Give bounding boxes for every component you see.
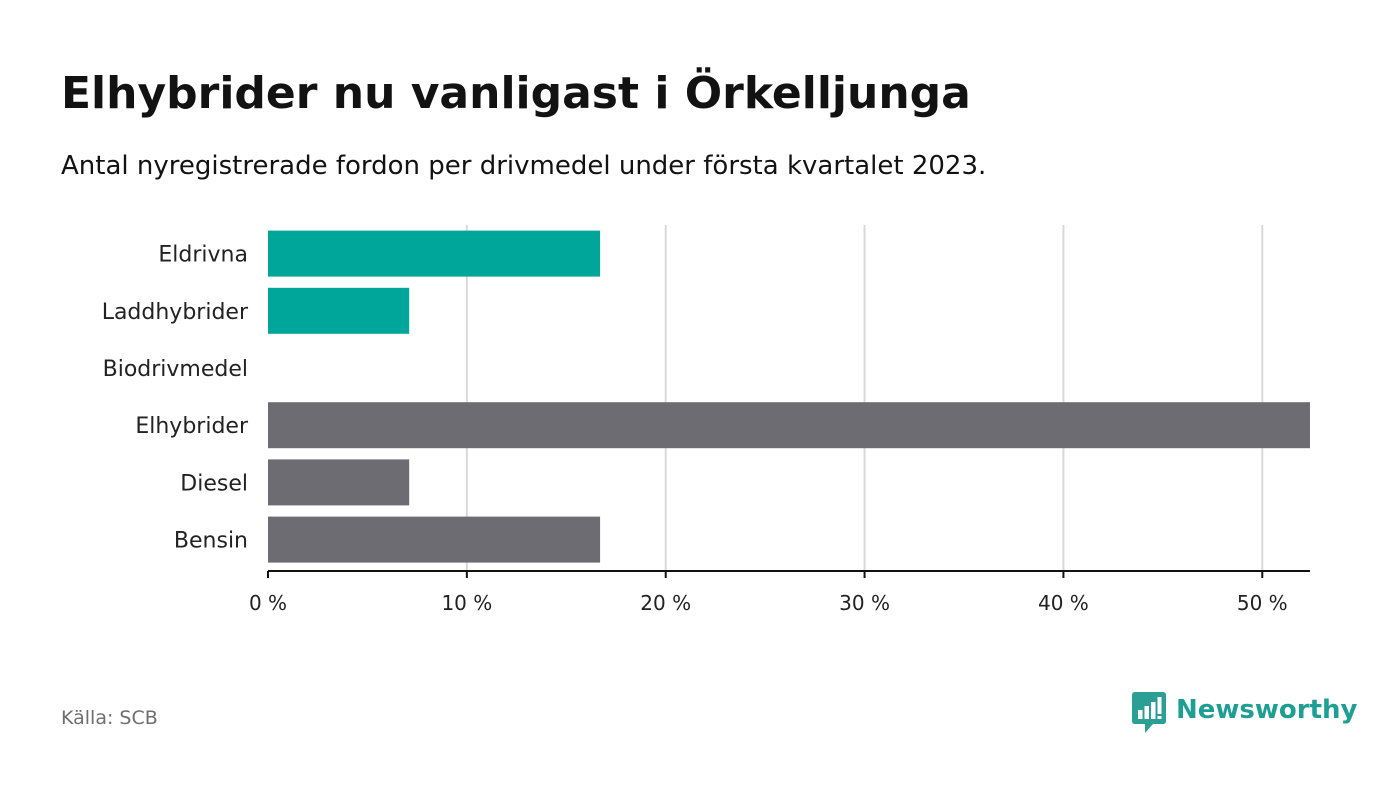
category-label: Laddhybrider (102, 300, 249, 325)
brand-name: Newsworthy (1176, 695, 1358, 725)
bar-elhybrider (268, 402, 1310, 449)
bar-chart: Eldrivna Laddhybrider Biodrivmedel Elhybrid… (102, 225, 1310, 615)
x-tick-label: 20 % (640, 591, 691, 615)
category-label: Biodrivmedel (103, 357, 248, 382)
grid-lines (465, 225, 1264, 571)
category-label: Elhybrider (135, 414, 249, 439)
x-tick-label: 50 % (1237, 591, 1288, 615)
category-label: Diesel (180, 471, 248, 496)
bar-diesel (268, 459, 410, 506)
category-labels: Eldrivna Laddhybrider Biodrivmedel Elhybrid… (102, 243, 249, 554)
source-note: Källa: SCB (61, 707, 158, 729)
bars (268, 230, 1310, 563)
x-tick-label: 30 % (839, 591, 890, 615)
x-tick-label: 0 % (249, 591, 287, 615)
chart-subtitle: Antal nyregistrerade fordon per drivmede… (61, 151, 987, 181)
x-tick-label: 40 % (1038, 591, 1089, 615)
bar-laddhybrider (268, 287, 410, 334)
chart-title: Elhybrider nu vanligast i Örkelljunga (61, 68, 971, 119)
bar-bensin (268, 516, 601, 563)
category-label: Bensin (174, 529, 248, 554)
newsworthy-logo-icon (1132, 692, 1166, 733)
x-axis-ticks: 0 % 10 % 20 % 30 % 40 % 50 % (249, 571, 1288, 615)
category-label: Eldrivna (158, 243, 248, 268)
x-tick-label: 10 % (441, 591, 492, 615)
brand-logo: Newsworthy (1132, 692, 1357, 734)
bar-eldrivna (268, 230, 601, 277)
